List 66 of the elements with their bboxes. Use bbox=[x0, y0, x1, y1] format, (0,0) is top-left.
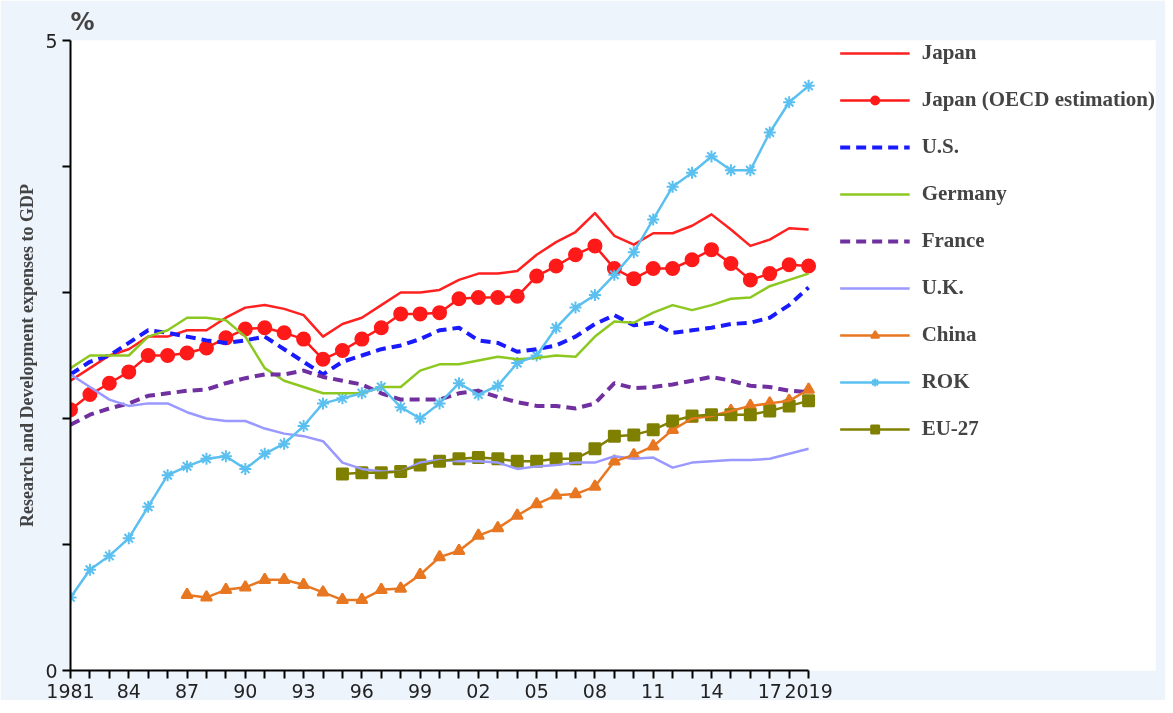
point bbox=[646, 212, 661, 227]
legend-label: Japan (OECD estimation) bbox=[921, 87, 1155, 112]
x-tick-label: 84 bbox=[116, 679, 141, 702]
point bbox=[802, 394, 816, 408]
point bbox=[529, 348, 544, 363]
x-tick-label: 1981 bbox=[46, 679, 95, 702]
legend-label: ROK bbox=[921, 369, 970, 394]
point bbox=[102, 548, 117, 563]
x-tick-label: 90 bbox=[233, 679, 258, 702]
point bbox=[704, 149, 719, 164]
x-tick-label: 99 bbox=[408, 679, 433, 702]
x-tick-label: 2019 bbox=[784, 679, 833, 702]
point bbox=[160, 468, 175, 483]
point bbox=[626, 245, 641, 260]
legend-label: Japan bbox=[921, 40, 977, 65]
point bbox=[685, 165, 700, 180]
x-tick-label: 08 bbox=[582, 679, 608, 702]
point bbox=[82, 562, 97, 577]
point bbox=[277, 436, 292, 451]
point bbox=[510, 356, 525, 371]
point bbox=[180, 459, 195, 474]
point bbox=[121, 531, 136, 546]
point bbox=[587, 288, 602, 303]
y-tick-label: 5 bbox=[45, 29, 58, 52]
point bbox=[762, 125, 777, 140]
x-tick-label: 11 bbox=[641, 679, 666, 702]
point bbox=[801, 78, 816, 93]
point bbox=[432, 396, 447, 411]
point bbox=[568, 300, 583, 315]
point bbox=[296, 419, 311, 434]
legend-label: China bbox=[921, 322, 977, 347]
x-tick-label: 02 bbox=[466, 679, 491, 702]
point bbox=[218, 449, 233, 464]
point bbox=[413, 411, 428, 426]
point bbox=[238, 461, 253, 476]
legend-label: Germany bbox=[921, 181, 1007, 206]
point bbox=[665, 179, 680, 194]
point bbox=[257, 446, 272, 461]
point bbox=[607, 267, 622, 282]
legend-label: U.S. bbox=[921, 134, 960, 159]
line-series bbox=[70, 285, 811, 377]
y-tick-label: 0 bbox=[45, 659, 58, 682]
y-axis-title: Research and Development expenses to GDP bbox=[17, 183, 38, 528]
x-tick-label: 14 bbox=[699, 679, 724, 702]
x-tick-label: 87 bbox=[174, 679, 200, 702]
x-tick-label: 17 bbox=[757, 679, 782, 702]
point bbox=[316, 396, 331, 411]
point bbox=[743, 163, 758, 178]
point bbox=[374, 380, 389, 394]
point bbox=[141, 499, 156, 514]
text: % bbox=[70, 7, 95, 36]
point bbox=[723, 163, 738, 178]
point bbox=[490, 378, 505, 393]
legend-label: EU-27 bbox=[921, 416, 979, 441]
x-tick-label: 96 bbox=[349, 679, 374, 702]
legend-label: France bbox=[921, 228, 985, 253]
point bbox=[549, 320, 564, 335]
point bbox=[335, 467, 349, 481]
line-series bbox=[70, 211, 810, 382]
legend-label: U.K. bbox=[921, 275, 964, 300]
point bbox=[451, 376, 466, 391]
point bbox=[782, 95, 797, 110]
point bbox=[199, 451, 214, 466]
x-tick-label: 05 bbox=[524, 679, 549, 702]
x-tick-label: 93 bbox=[291, 679, 316, 702]
point bbox=[393, 400, 408, 415]
